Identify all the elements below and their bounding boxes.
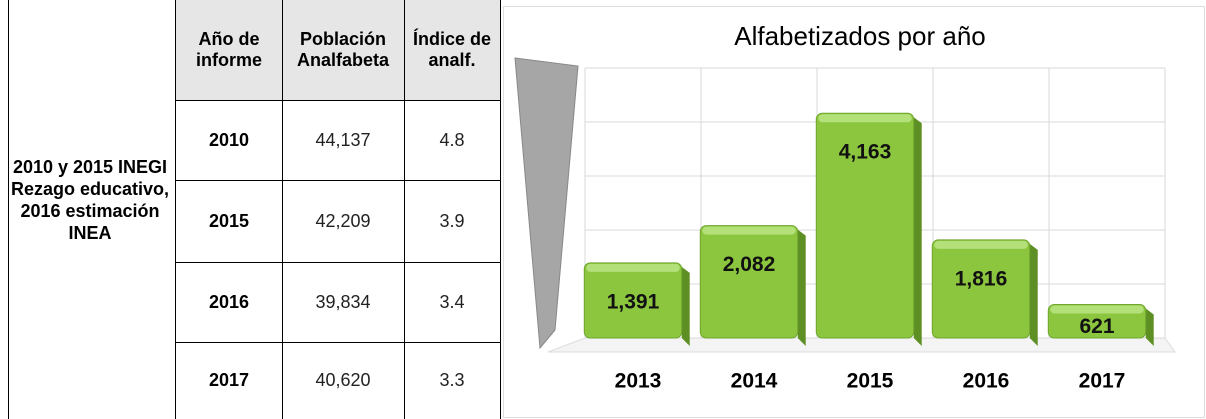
bar (931, 239, 1031, 339)
table-cell: 39,834 (315, 291, 371, 312)
chart: Alfabetizados por año 2013 1,391 2014 2,082… (503, 6, 1205, 418)
bar-top (702, 226, 796, 235)
bar-top (1050, 305, 1144, 314)
border (175, 342, 501, 343)
x-tick-label: 2015 (847, 370, 894, 393)
data-label: 621 (1079, 315, 1114, 338)
bar-side (1029, 243, 1038, 346)
table-cell: 40,620 (315, 370, 371, 390)
side-label: 2010 y 2015 INEGI Rezago educativo, 2016… (10, 157, 170, 243)
floor (547, 337, 1176, 353)
header: Población Analfabeta (296, 29, 390, 70)
table-cell: 3.9 (439, 210, 465, 231)
table-cell: 2017 (208, 370, 250, 390)
header: Año de informe (195, 29, 262, 70)
table-cell: 2010 (208, 129, 250, 150)
blank (0, 0, 176, 100)
bar-top (934, 240, 1028, 249)
bar-top (586, 263, 680, 272)
header: Índice de analf. (412, 29, 492, 70)
border (175, 100, 501, 101)
data-label: 4,163 (839, 141, 892, 164)
bar (815, 112, 915, 339)
table-cell: 2016 (208, 291, 250, 312)
bar (583, 262, 683, 339)
border (175, 262, 501, 263)
table-cell: 3.3 (439, 370, 465, 390)
side-wall (514, 57, 579, 350)
data-label: 1,816 (955, 267, 1008, 290)
border (175, 0, 176, 419)
data-label: 2,082 (723, 253, 776, 276)
bar-side (913, 117, 922, 346)
x-tick-label: 2013 (615, 370, 662, 393)
border (175, 180, 501, 181)
bar-top (818, 114, 912, 123)
bar-side (681, 266, 690, 346)
border (282, 0, 283, 419)
x-tick-label: 2017 (1079, 370, 1126, 393)
x-tick-label: 2016 (963, 370, 1010, 393)
border (404, 0, 405, 419)
table-cell: 44,137 (315, 129, 371, 150)
table-cell: 2015 (208, 210, 250, 231)
data-label: 1,391 (607, 290, 660, 313)
table-cell: 3.4 (439, 291, 465, 312)
table-cell: 4.8 (439, 129, 465, 150)
bar-side (797, 229, 806, 346)
x-tick-label: 2014 (731, 370, 778, 393)
border (500, 0, 501, 419)
table-cell: 42,209 (315, 210, 371, 231)
header-bg (176, 0, 500, 100)
bar (699, 225, 799, 339)
bar-side (1145, 308, 1154, 346)
border (8, 0, 9, 419)
chart-title: Alfabetizados por año (734, 21, 986, 51)
